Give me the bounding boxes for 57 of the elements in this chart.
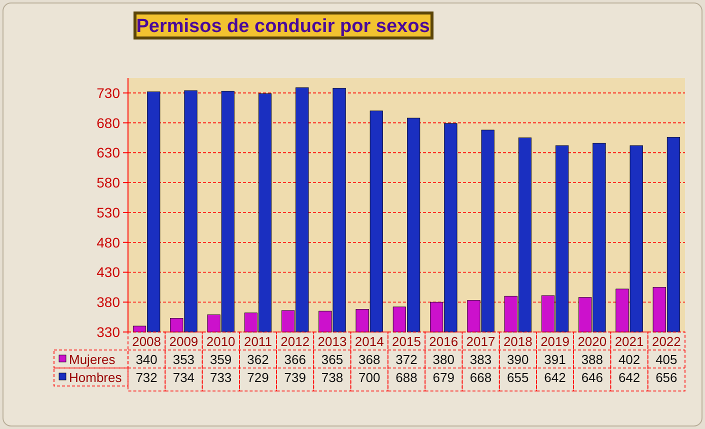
data-label: 733 [210,370,232,385]
data-label: 366 [284,352,306,367]
y-tick-label: 480 [96,234,120,250]
x-tick-label: 2021 [614,334,644,349]
x-tick-label: 2013 [318,334,347,349]
data-label: 383 [470,352,492,367]
x-tick-label: 2015 [392,334,421,349]
x-tick-label: 2011 [244,334,272,349]
data-label: 729 [247,370,269,385]
data-label: 688 [396,370,418,385]
x-tick-label: 2014 [354,334,384,349]
y-tick-label: 530 [96,204,120,220]
data-label: 738 [321,370,344,385]
y-tick-label: 580 [96,174,120,191]
data-label: 388 [581,352,604,367]
data-label: 391 [544,352,566,367]
x-tick-label: 2019 [540,334,570,349]
x-tick-label: 2016 [429,334,458,349]
data-label: 646 [581,370,604,385]
x-tick-label: 2008 [132,334,162,349]
data-label: 732 [136,370,158,385]
data-label: 642 [544,370,566,385]
data-label: 668 [470,370,492,385]
x-tick-label: 2010 [206,334,236,349]
data-label: 700 [358,370,380,385]
y-tick-label: 680 [96,114,120,131]
data-label: 739 [284,370,306,385]
data-label: 405 [656,352,678,367]
legend-label: Mujeres [69,352,116,367]
chart-title: Permisos de conducir por sexos [136,16,430,37]
data-label: 362 [247,352,269,367]
legend-label: Hombres [69,370,122,385]
data-label: 402 [618,352,640,367]
y-tick-label: 330 [96,324,120,340]
data-label: 734 [172,370,195,385]
data-label: 656 [656,370,678,385]
y-tick-label: 730 [96,84,120,101]
y-tick-label: 630 [96,144,120,161]
data-label: 353 [172,352,195,367]
y-tick-label: 380 [96,294,120,310]
x-tick-label: 2020 [578,334,607,349]
x-tick-label: 2017 [466,334,496,349]
data-label: 340 [136,352,158,367]
data-label: 390 [507,352,529,367]
data-label: 679 [432,370,454,385]
x-tick-label: 2022 [652,334,681,349]
x-tick-label: 2018 [503,334,532,349]
data-label: 642 [618,370,640,385]
x-tick-label: 2009 [169,334,198,349]
x-tick-label: 2012 [280,334,310,349]
data-label: 372 [396,352,418,367]
data-label: 365 [321,352,344,367]
y-tick-label: 430 [96,264,120,280]
data-label: 368 [358,352,380,367]
data-label: 655 [507,370,529,385]
data-label: 359 [210,352,232,367]
data-label: 380 [432,352,454,367]
